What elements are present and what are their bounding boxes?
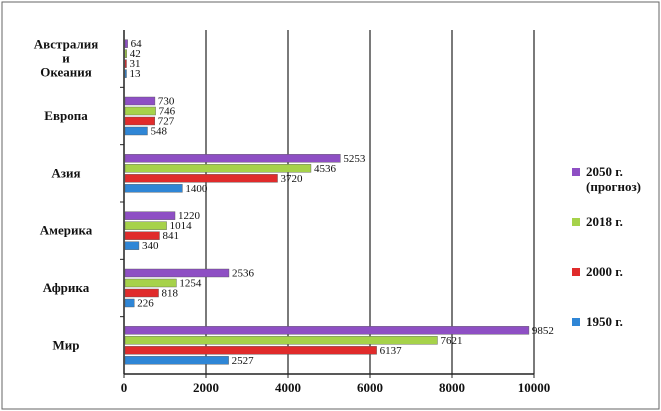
category-label: Австралия xyxy=(34,37,99,52)
bar xyxy=(124,346,377,355)
x-axis-ticks: 0 2000 4000 6000 8000 10000 xyxy=(121,374,551,395)
bar xyxy=(124,174,278,183)
data-label: 9852 xyxy=(532,325,554,337)
x-tick-label: 10000 xyxy=(518,380,551,395)
bar xyxy=(124,96,156,106)
bar xyxy=(124,59,127,68)
bar xyxy=(124,211,176,220)
legend-label: 2018 г. xyxy=(586,214,623,229)
bar xyxy=(124,336,438,345)
data-label: 42 xyxy=(130,48,141,60)
data-label: 1400 xyxy=(185,183,208,195)
bar xyxy=(124,278,177,288)
x-tick-label: 6000 xyxy=(357,380,383,395)
bar xyxy=(124,288,159,298)
legend: 2050 г.(прогноз) 2018 г. 2000 г. 1950 г. xyxy=(572,164,641,329)
bar xyxy=(124,231,160,240)
bar xyxy=(124,326,530,335)
bar xyxy=(124,164,312,173)
legend-label: 2000 г. xyxy=(586,264,623,279)
bar xyxy=(124,49,127,58)
x-tick-label: 0 xyxy=(121,380,128,395)
category-label: Мир xyxy=(53,337,80,352)
bar xyxy=(124,268,230,278)
bar xyxy=(124,241,140,250)
bar xyxy=(124,39,128,48)
bar xyxy=(124,116,156,126)
data-label: 1014 xyxy=(170,220,193,232)
data-label: 13 xyxy=(130,68,142,80)
data-label: 746 xyxy=(159,106,176,118)
bars xyxy=(124,39,530,365)
category-label: Америка xyxy=(40,223,93,238)
category-label: Африка xyxy=(43,280,90,295)
data-label: 1254 xyxy=(179,278,202,290)
bar xyxy=(124,298,135,308)
legend-swatch xyxy=(572,318,580,326)
legend-swatch xyxy=(572,168,580,176)
legend-label: 1950 г. xyxy=(586,314,623,329)
bar xyxy=(124,106,156,116)
category-label: и xyxy=(62,51,70,66)
data-label: 818 xyxy=(162,288,179,300)
data-label: 2527 xyxy=(232,355,255,367)
data-label: 340 xyxy=(142,240,159,252)
x-tick-label: 4000 xyxy=(275,380,301,395)
bar xyxy=(124,184,183,193)
data-label: 5253 xyxy=(343,153,366,165)
bar xyxy=(124,154,341,163)
data-label: 64 xyxy=(131,38,143,50)
legend-swatch xyxy=(572,218,580,226)
data-label: 6137 xyxy=(380,345,403,357)
legend-label: (прогноз) xyxy=(586,179,641,194)
data-label: 3720 xyxy=(281,173,304,185)
bar xyxy=(124,126,148,136)
data-label: 31 xyxy=(130,58,141,70)
data-label: 2536 xyxy=(232,268,255,280)
x-tick-label: 8000 xyxy=(439,380,465,395)
data-label: 841 xyxy=(162,230,179,242)
category-label: Океания xyxy=(40,65,92,80)
data-label: 548 xyxy=(150,126,167,138)
data-label: 226 xyxy=(137,298,154,310)
bar xyxy=(124,221,167,230)
legend-label: 2050 г. xyxy=(586,164,623,179)
data-label: 727 xyxy=(158,116,175,128)
bar xyxy=(124,69,127,78)
data-label: 730 xyxy=(158,96,175,108)
x-tick-label: 2000 xyxy=(193,380,219,395)
data-label: 4536 xyxy=(314,163,337,175)
legend-swatch xyxy=(572,268,580,276)
category-label: Азия xyxy=(51,165,80,180)
category-label: Европа xyxy=(44,108,88,123)
data-label: 7621 xyxy=(440,335,462,347)
bar xyxy=(124,356,229,365)
data-label: 1220 xyxy=(178,210,201,222)
